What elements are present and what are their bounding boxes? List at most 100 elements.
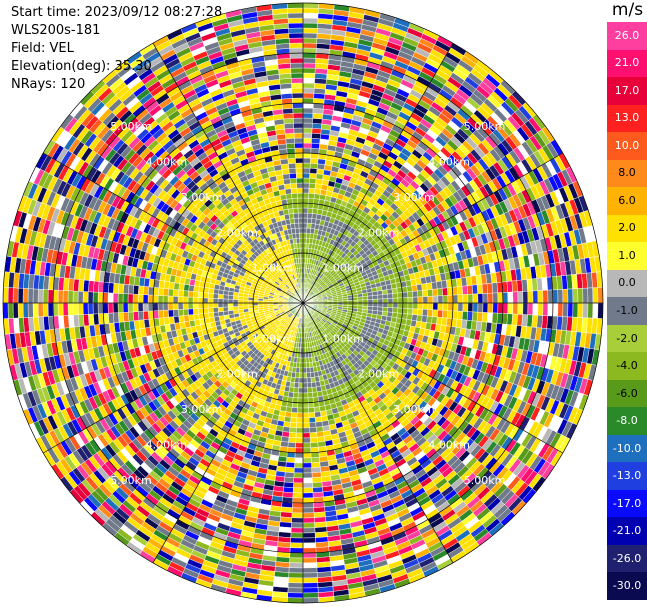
velocity-gate: [289, 557, 304, 564]
velocity-gate: [302, 387, 308, 394]
velocity-gate: [367, 302, 374, 307]
velocity-gate: [302, 537, 316, 544]
velocity-gate: [172, 295, 179, 304]
velocity-gate: [132, 284, 140, 295]
velocity-gate: [302, 567, 318, 574]
velocity-gate: [452, 302, 459, 312]
velocity-gate: [592, 302, 599, 319]
velocity-gate: [517, 302, 524, 315]
velocity-gate: [237, 305, 244, 311]
velocity-gate: [302, 357, 307, 364]
velocity-gate: [291, 512, 304, 519]
velocity-gate: [302, 377, 308, 384]
velocity-gate: [72, 290, 79, 304]
velocity-gate: [293, 387, 299, 394]
velocity-gate: [284, 471, 295, 479]
velocity-gate: [306, 372, 312, 379]
velocity-gate: [306, 367, 311, 374]
velocity-gate: [292, 392, 299, 399]
velocity-gate: [227, 298, 234, 304]
velocity-gate: [307, 387, 313, 394]
velocity-gate: [77, 290, 84, 304]
velocity-gate: [157, 302, 164, 311]
velocity-gate: [197, 297, 204, 304]
velocity-gate: [362, 302, 369, 307]
velocity-gate: [197, 302, 204, 309]
velocity-gate: [587, 302, 594, 319]
velocity-gate: [222, 298, 229, 304]
velocity-gate: [287, 587, 304, 594]
velocity-gate: [308, 412, 316, 419]
velocity-gate: [295, 442, 304, 449]
velocity-gate: [162, 288, 169, 297]
velocity-gate: [142, 294, 149, 304]
velocity-gate: [299, 357, 304, 364]
velocity-gate: [290, 522, 304, 529]
velocity-gate: [127, 302, 134, 313]
velocity-gate: [311, 471, 322, 479]
velocity-gate: [132, 293, 139, 304]
velocity-gate: [147, 302, 154, 312]
velocity-gate: [406, 313, 413, 321]
velocity-gate: [310, 376, 316, 383]
velocity-gate: [294, 447, 304, 454]
velocity-gate: [113, 282, 120, 294]
velocity-gate: [288, 437, 297, 444]
velocity-gate: [22, 288, 29, 304]
velocity-gate: [308, 407, 315, 414]
velocity-gate: [557, 302, 564, 317]
velocity-gate: [315, 421, 323, 428]
velocity-gate: [202, 297, 209, 304]
velocity-gate: [492, 302, 499, 314]
velocity-gate: [417, 308, 424, 316]
velocity-gate: [22, 302, 29, 318]
velocity-gate: [302, 437, 311, 444]
velocity-gate: [162, 302, 169, 311]
velocity-gate: [293, 382, 300, 389]
velocity-gate: [102, 292, 109, 304]
velocity-gate: [522, 302, 529, 316]
velocity-gate: [67, 302, 74, 316]
velocity-gate: [302, 352, 307, 359]
velocity-gate: [182, 296, 189, 304]
velocity-gate: [207, 297, 214, 304]
velocity-gate: [310, 456, 320, 464]
velocity-gate: [441, 310, 449, 319]
velocity-gate: [432, 309, 439, 318]
velocity-gate: [27, 288, 34, 304]
velocity-gate: [287, 441, 296, 449]
velocity-gate: [432, 302, 439, 311]
velocity-gate: [217, 293, 224, 300]
velocity-gate: [202, 292, 209, 299]
velocity-gate: [298, 387, 304, 394]
velocity-gate: [312, 491, 324, 498]
velocity-gate: [286, 456, 296, 464]
velocity-gate: [212, 293, 219, 299]
velocity-gate: [442, 302, 449, 311]
velocity-gate: [290, 537, 304, 544]
velocity-gate: [193, 313, 200, 321]
velocity-gate: [302, 452, 312, 459]
velocity-gate: [305, 362, 311, 369]
velocity-gate: [57, 302, 64, 317]
velocity-gate: [302, 492, 314, 499]
velocity-gate: [507, 302, 514, 315]
velocity-gate: [302, 592, 319, 599]
velocity-gate: [117, 302, 124, 313]
velocity-gate: [296, 407, 304, 414]
velocity-gate: [310, 371, 315, 378]
velocity-gate: [87, 291, 94, 304]
velocity-gate: [112, 292, 119, 304]
velocity-gate: [288, 567, 304, 574]
velocity-gate: [293, 477, 304, 484]
velocity-gate: [228, 310, 235, 315]
velocity-gate: [308, 417, 316, 424]
velocity-gate: [457, 302, 464, 312]
velocity-gate: [287, 582, 304, 589]
velocity-gate: [532, 302, 539, 316]
velocity-gate: [290, 532, 304, 539]
velocity-gate: [217, 302, 224, 308]
velocity-gate: [107, 292, 114, 304]
velocity-gate: [292, 502, 304, 509]
